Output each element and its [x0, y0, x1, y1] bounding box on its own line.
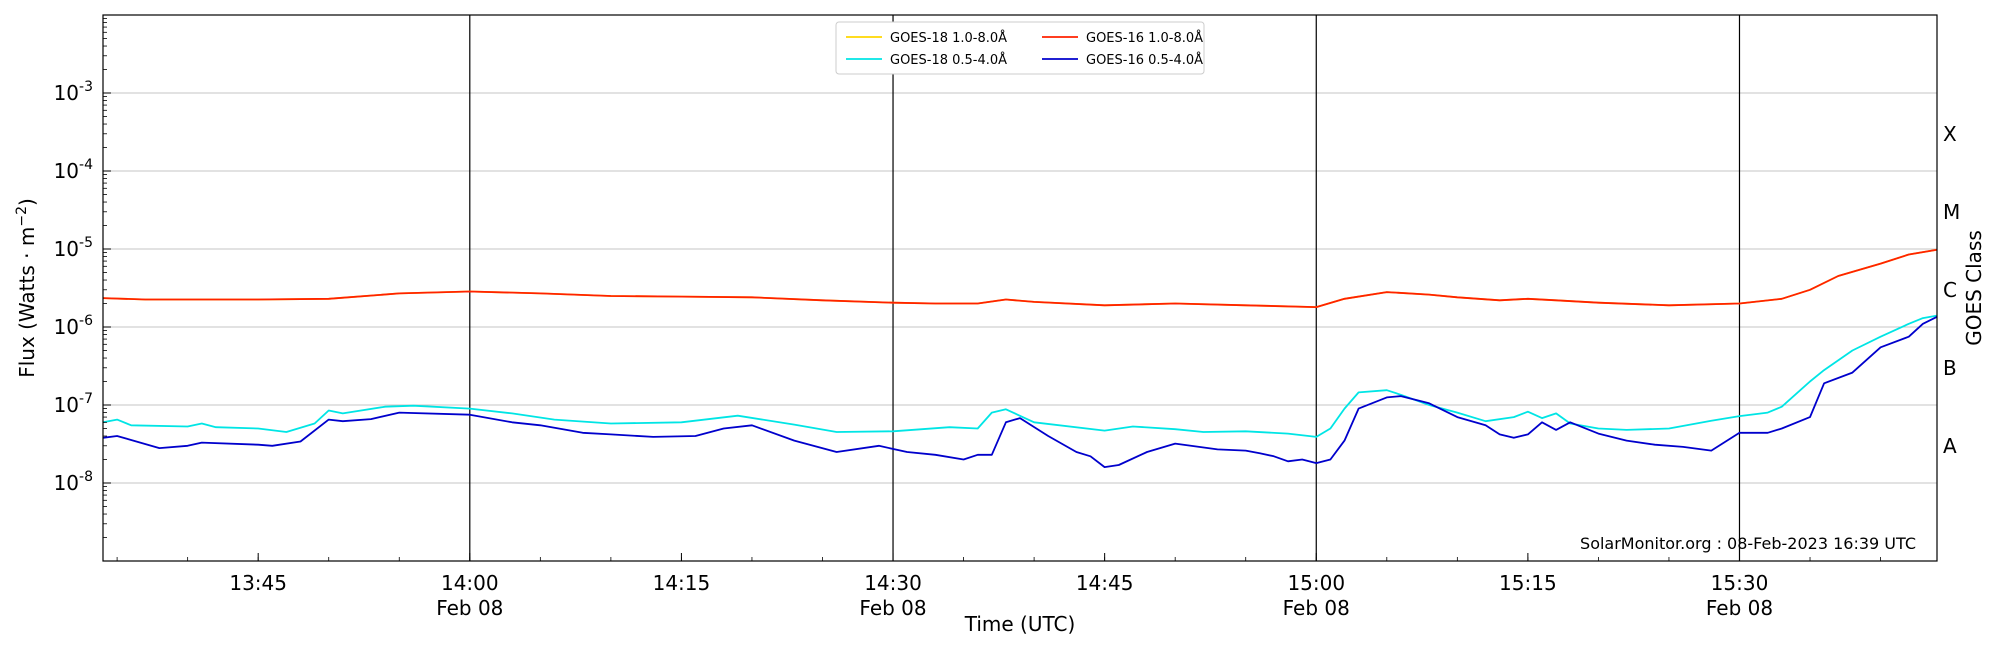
x-tick-label: 15:30 — [1711, 571, 1769, 595]
x-tick-label: 14:00 — [441, 571, 499, 595]
y-tick-label: 10-4 — [54, 157, 94, 183]
y-axis-ticks: 10-310-410-510-610-710-8 — [54, 18, 111, 538]
right-axis-label: GOES Class — [1962, 230, 1986, 346]
x-tick-label: 14:30 — [864, 571, 922, 595]
x-tick-label: 15:15 — [1499, 571, 1557, 595]
y-axis-label-main: Flux (Watts · m — [15, 227, 39, 378]
x-tick-date-label: Feb 08 — [1706, 596, 1773, 620]
y-tick-label: 10-5 — [54, 235, 93, 261]
day-marker-lines — [469, 15, 1741, 561]
series-line — [102, 248, 1938, 309]
series-line — [102, 314, 1938, 438]
x-tick-date-label: Feb 08 — [859, 596, 926, 620]
y-tick-label: 10-6 — [54, 313, 94, 339]
plot-frame — [102, 14, 1938, 562]
goes-class-label: A — [1943, 434, 1957, 458]
goes-class-labels: X M C B A — [1943, 122, 1960, 458]
legend: GOES-18 1.0-8.0Å GOES-16 1.0-8.0Å GOES-18 … — [835, 21, 1205, 75]
series-line — [102, 315, 1938, 469]
y-tick-base: 10 — [54, 81, 79, 105]
credit-text: SolarMonitor.org : 08-Feb-2023 16:39 UTC — [1580, 534, 1916, 553]
legend-label: GOES-18 0.5-4.0Å — [890, 52, 1007, 68]
y-tick-label: 10-7 — [54, 391, 93, 417]
y-tick-exponent: -7 — [79, 391, 93, 407]
y-tick-exponent: -6 — [79, 313, 93, 329]
y-tick-base: 10 — [54, 393, 79, 417]
y-tick-exponent: -8 — [79, 469, 93, 485]
y-tick-label: 10-3 — [54, 79, 93, 105]
legend-label: GOES-18 1.0-8.0Å — [890, 30, 1007, 46]
x-tick-label: 14:15 — [653, 571, 711, 595]
x-tick-label: 14:45 — [1076, 571, 1134, 595]
y-tick-exponent: -3 — [79, 79, 93, 95]
y-tick-base: 10 — [54, 159, 79, 183]
legend-box — [835, 21, 1205, 75]
goes-class-label: X — [1943, 122, 1957, 146]
y-tick-base: 10 — [54, 315, 79, 339]
y-tick-exponent: -5 — [79, 235, 93, 251]
x-tick-label: 15:00 — [1287, 571, 1345, 595]
y-axis-label-superscript: −2 — [14, 206, 30, 227]
legend-label: GOES-16 0.5-4.0Å — [1086, 52, 1203, 68]
x-axis-label: Time (UTC) — [964, 612, 1076, 636]
y-tick-base: 10 — [54, 471, 79, 495]
goes-class-label: M — [1943, 200, 1960, 224]
y-tick-base: 10 — [54, 237, 79, 261]
series-line — [102, 248, 1938, 309]
grid-lines — [103, 92, 1937, 484]
goes-class-label: B — [1943, 356, 1957, 380]
series-lines — [102, 248, 1938, 469]
y-tick-exponent: -4 — [79, 157, 93, 173]
y-tick-label: 10-8 — [54, 469, 93, 495]
y-axis-label: Flux (Watts · m−2) — [14, 198, 39, 378]
legend-label: GOES-16 1.0-8.0Å — [1086, 30, 1203, 46]
x-tick-date-label: Feb 08 — [1283, 596, 1350, 620]
goes-class-label: C — [1943, 278, 1957, 302]
y-axis-label-close: ) — [15, 198, 39, 206]
x-tick-date-label: Feb 08 — [436, 596, 503, 620]
x-tick-label: 13:45 — [229, 571, 287, 595]
